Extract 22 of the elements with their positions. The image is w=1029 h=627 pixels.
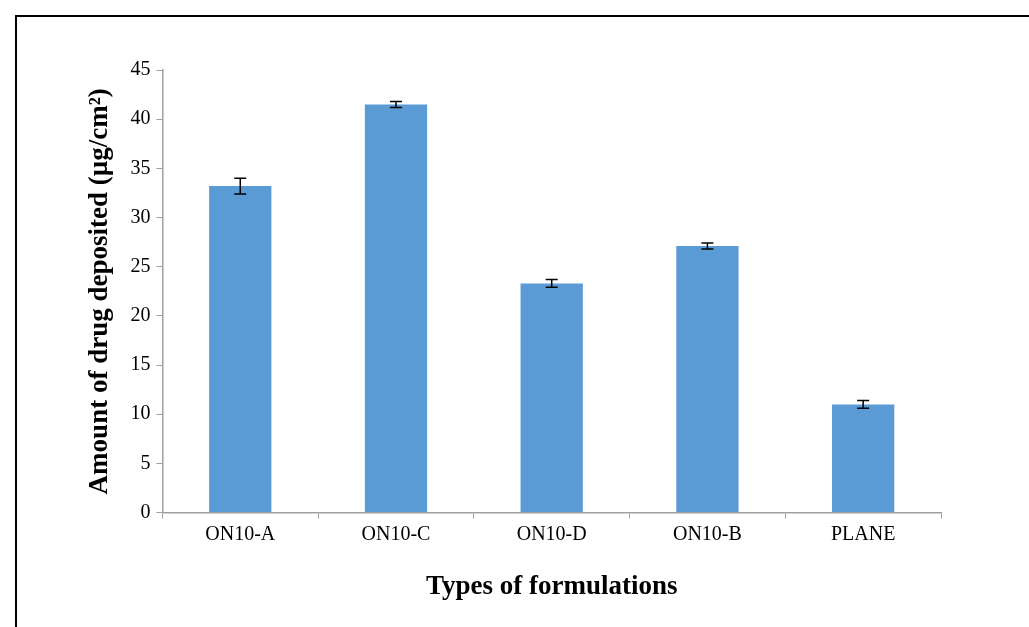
bar xyxy=(209,186,272,513)
y-tick-label: 35 xyxy=(130,155,151,178)
bar xyxy=(520,283,583,513)
x-tick-label: ON10-C xyxy=(361,521,431,544)
x-axis-title: Types of formulations xyxy=(425,569,678,600)
y-tick-label: 25 xyxy=(130,253,151,276)
y-tick-label: 0 xyxy=(140,499,151,522)
x-tick-label: PLANE xyxy=(830,521,896,544)
y-tick-label: 40 xyxy=(130,106,151,129)
y-axis-title: Amount of drug deposited (µg/cm²) xyxy=(83,88,114,495)
x-tick-label: ON10-B xyxy=(672,521,742,544)
y-tick-label: 5 xyxy=(140,450,151,473)
x-tick-label: ON10-D xyxy=(516,521,587,544)
x-tick-label: ON10-A xyxy=(205,521,276,544)
y-tick-label: 20 xyxy=(130,303,151,326)
bar xyxy=(676,246,739,513)
bar xyxy=(364,104,428,513)
y-tick-label: 10 xyxy=(130,401,151,424)
y-tick-label: 15 xyxy=(130,352,151,375)
bar xyxy=(832,404,895,513)
y-tick-label: 30 xyxy=(130,204,151,227)
y-tick-label: 45 xyxy=(130,57,151,80)
